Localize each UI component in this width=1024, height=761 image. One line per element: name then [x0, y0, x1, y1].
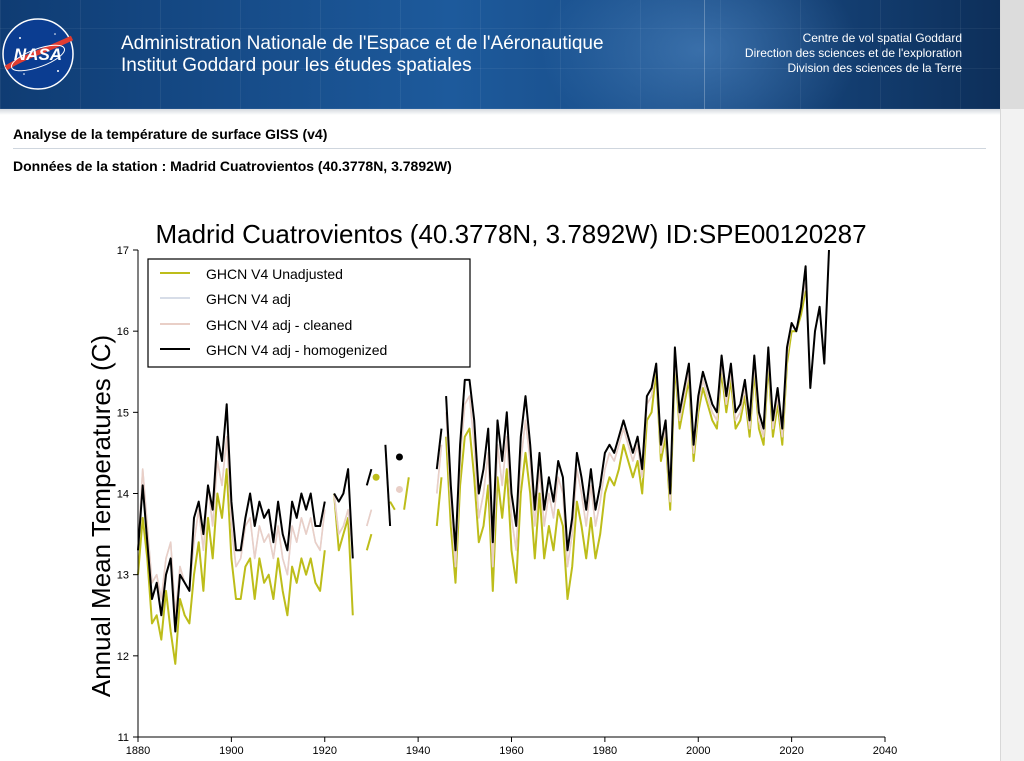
page-title: Analyse de la température de surface GIS… — [13, 126, 328, 142]
x-tick-label: 1880 — [126, 745, 150, 757]
x-tick-label: 2020 — [779, 745, 803, 757]
series-line-homogenized — [333, 468, 354, 559]
series-line-unadjusted — [389, 501, 396, 511]
legend-box — [147, 258, 471, 368]
chart-series-group — [137, 249, 830, 665]
banner-glow — [540, 0, 860, 109]
station-info: Données de la station : Madrid Cuatrovie… — [13, 158, 452, 174]
series-line-unadjusted — [333, 493, 354, 616]
series-line-cleaned — [137, 435, 326, 617]
x-tick-label: 2000 — [686, 745, 710, 757]
x-tick-label: 1960 — [499, 745, 523, 757]
series-line-cleaned — [436, 444, 443, 494]
legend-label-unadjusted: GHCN V4 Unadjusted — [206, 266, 343, 282]
agency-line-2: Institut Goddard pour les études spatial… — [121, 55, 472, 76]
series-line-cleaned — [445, 282, 807, 568]
x-tick-label: 1980 — [593, 745, 617, 757]
y-tick-label: 16 — [117, 326, 129, 338]
y-axis-label: Annual Mean Temperatures (C) — [86, 335, 116, 697]
y-tick-label: 17 — [117, 245, 129, 257]
temperature-chart: 1880 1900 1920 1940 1960 1980 2000 2020 2040 11 12… — [86, 219, 897, 757]
banner-texture — [0, 0, 1000, 109]
y-tick-label: 13 — [117, 570, 129, 582]
nasa-logo[interactable]: NASA — [0, 16, 76, 92]
center-line-2[interactable]: Direction des sciences et de l'explorati… — [744, 46, 962, 60]
legend-label-homogenized: GHCN V4 adj - homogenized — [206, 342, 387, 358]
center-line-1[interactable]: Centre de vol spatial Goddard — [802, 31, 962, 45]
title-divider — [13, 148, 986, 149]
center-line-3[interactable]: Division des sciences de la Terre — [787, 61, 962, 75]
series-line-unadjusted — [435, 477, 443, 527]
legend-label-cleaned: GHCN V4 adj - cleaned — [206, 317, 352, 333]
data-point-homogenized — [395, 453, 403, 461]
data-point-unadjusted — [372, 473, 380, 481]
series-line-cleaned — [333, 493, 354, 551]
header-shadow — [0, 109, 1000, 115]
y-tick-label: 14 — [117, 489, 129, 501]
chart-axes: 1880 1900 1920 1940 1960 1980 2000 2020 2040 11 12… — [117, 245, 897, 757]
series-line-unadjusted — [137, 468, 326, 665]
center-info: Centre de vol spatial Goddard Direction … — [745, 31, 962, 76]
nasa-logo-text: NASA — [14, 45, 62, 64]
y-tick-label: 12 — [117, 651, 129, 663]
series-line-cleaned — [366, 509, 373, 527]
y-tick-label: 15 — [117, 407, 129, 419]
x-tick-label: 1900 — [219, 745, 243, 757]
series-line-unadjusted — [445, 290, 807, 600]
series-line-homogenized — [137, 403, 326, 633]
chart-legend: GHCN V4 Unadjusted GHCN V4 adj GHCN V4 a… — [147, 258, 471, 368]
series-line-unadjusted — [365, 533, 373, 551]
data-point-cleaned — [395, 485, 403, 493]
series-line-homogenized — [435, 428, 443, 470]
x-tick-label: 1920 — [313, 745, 337, 757]
series-line-adj — [445, 282, 807, 568]
agency-name: Administration Nationale de l'Espace et … — [121, 33, 604, 77]
scrollbar-area[interactable] — [1000, 0, 1024, 761]
series-line-homogenized — [445, 249, 830, 552]
y-tick-label: 11 — [118, 732, 129, 744]
agency-line-1: Administration Nationale de l'Espace et … — [121, 33, 604, 54]
series-line-unadjusted — [403, 477, 410, 510]
header-banner: NASA Administration Nationale de l'Espac… — [0, 0, 1000, 109]
legend-label-adj: GHCN V4 adj — [206, 291, 291, 307]
x-tick-label: 2040 — [873, 745, 897, 757]
series-line-homogenized — [384, 444, 392, 527]
chart-title: Madrid Cuatrovientos (40.3778N, 3.7892W)… — [155, 219, 866, 249]
x-tick-label: 1940 — [406, 745, 430, 757]
banner-divider — [704, 0, 705, 109]
series-line-homogenized — [365, 468, 373, 486]
